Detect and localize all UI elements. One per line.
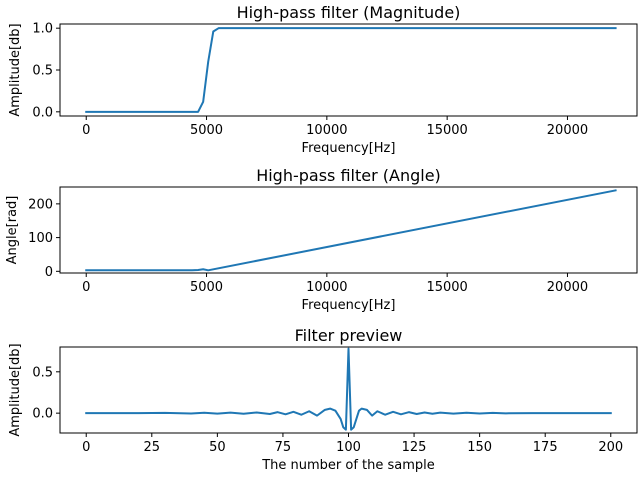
x-tick-label: 20000 [547,280,588,295]
subplot-2: 0 5000 10000 15000 20000 0 100 200 High-pass fil… [5,166,638,313]
chart-title: High-pass filter (Magnitude) [237,3,461,22]
series-line [85,189,617,272]
x-tick-label: 0 [82,280,90,295]
series-line [85,347,612,431]
x-tick-label: 175 [533,440,558,455]
x-axis-label: Frequency[Hz] [302,141,396,156]
x-tick-label: 5000 [190,280,223,295]
y-tick-label: 200 [28,197,53,212]
axes-frame [59,23,638,117]
y-tick-label: 0.0 [32,105,53,120]
x-tick-label: 125 [402,440,427,455]
y-tick-label: 1.0 [32,22,53,37]
y-axis-label: Amplitude[db] [8,23,23,116]
x-tick-label: 200 [598,440,623,455]
subplot-1: 0 5000 10000 15000 20000 0.0 0.5 1.0 High-pass f… [8,3,638,156]
x-tick-label: 20000 [547,123,588,138]
x-tick-label: 0 [82,123,90,138]
x-tick-label: 25 [144,440,161,455]
y-tick-label: 0.5 [32,365,53,380]
x-tick-label: 15000 [426,123,467,138]
x-tick-label: 50 [209,440,226,455]
subplot-3: 0 25 50 75 100 125 150 175 200 0.0 0.5 Filter previ… [8,326,638,473]
y-axis-label: Angle[rad] [5,196,20,265]
x-tick-label: 75 [275,440,292,455]
axes-frame [59,186,638,274]
x-axis-label: Frequency[Hz] [302,298,396,313]
y-tick-label: 100 [28,231,53,246]
y-tick-label: 0.5 [32,64,53,79]
x-tick-label: 0 [82,440,90,455]
x-tick-label: 150 [467,440,492,455]
series-line [85,27,617,113]
x-axis-label: The number of the sample [261,458,435,473]
x-tick-label: 10000 [306,280,347,295]
x-tick-label: 10000 [306,123,347,138]
x-tick-label: 100 [336,440,361,455]
x-tick-label: 15000 [426,280,467,295]
x-tick-label: 5000 [190,123,223,138]
chart-title: High-pass filter (Angle) [256,166,441,185]
y-tick-label: 0.0 [32,407,53,422]
y-tick-label: 0 [45,265,53,280]
y-axis-label: Amplitude[db] [8,343,23,436]
chart-title: Filter preview [295,326,403,345]
